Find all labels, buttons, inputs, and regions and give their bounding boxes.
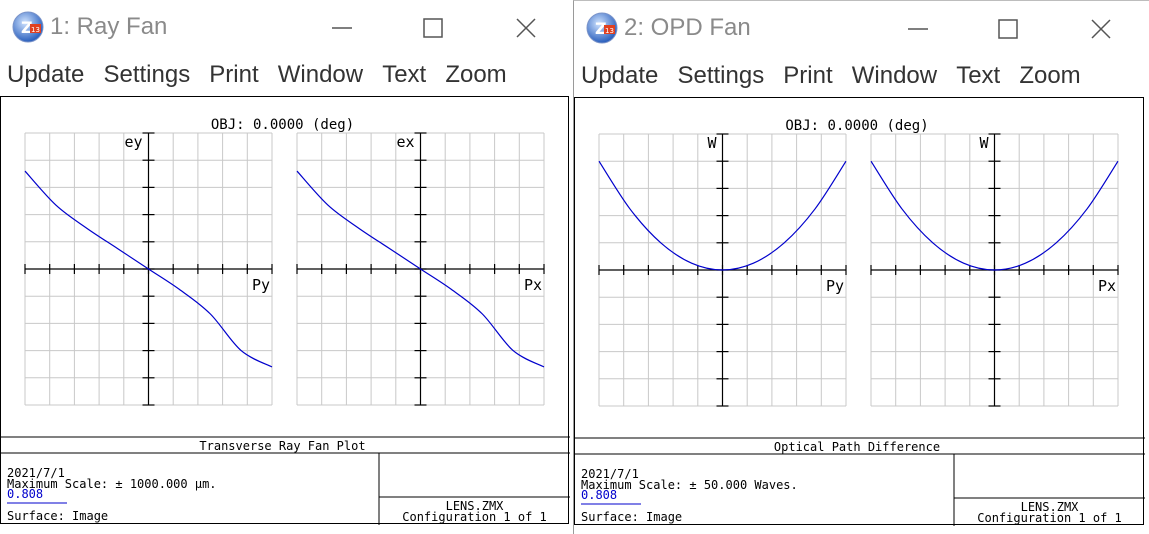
menu-zoom[interactable]: Zoom [1019,62,1081,89]
svg-text:Z: Z [21,18,33,37]
menu-update[interactable]: Update [7,61,85,88]
plot-area: OBJ: 0.0000 (deg) ey Py ex Px Transverse Ray … [0,96,570,525]
right-fan-panel: W Px [870,133,1119,407]
fan-curve [870,160,1119,271]
x-axis-label: Px [524,276,542,294]
menu-settings[interactable]: Settings [677,62,765,89]
max-scale: Maximum Scale: ± 1000.000 μm. [7,477,217,491]
surface-label: Surface: Image [7,509,108,523]
svg-text:13: 13 [31,26,40,34]
x-axis-label: Py [826,277,844,295]
window-title: 1: Ray Fan [50,13,168,40]
fan-plot-svg: OBJ: 0.0000 (deg) ey Py ex Px Transverse Ray … [1,117,570,525]
configuration: Configuration 1 of 1 [977,511,1122,525]
title-bar[interactable]: Z 13 2: OPD Fan [574,1,1149,57]
menu-window[interactable]: Window [851,62,938,89]
obj-label: OBJ: 0.0000 (deg) [211,117,354,133]
max-scale: Maximum Scale: ± 50.000 Waves. [581,478,798,492]
y-axis-label: ey [124,133,142,151]
menu-text[interactable]: Text [956,62,1001,89]
fan-curve [24,170,273,368]
fan-curve [296,170,545,368]
fan-plot-svg: OBJ: 0.0000 (deg) W Py W Px Optical Path Diff… [575,118,1145,526]
menu-print[interactable]: Print [783,62,833,89]
maximize-icon[interactable] [415,10,451,46]
window-title: 2: OPD Fan [624,14,751,41]
lens-file: LENS.ZMX [1021,500,1080,514]
x-axis-label: Py [252,276,270,294]
menu-text[interactable]: Text [382,61,427,88]
left-fan-panel: W Py [598,133,847,407]
left-fan-panel: ey Py [24,132,273,406]
close-icon[interactable] [508,10,544,46]
menu-zoom[interactable]: Zoom [445,61,507,88]
configuration: Configuration 1 of 1 [402,510,547,524]
fan-curve [598,160,847,271]
zemax-app-icon: Z 13 [586,12,618,44]
minimize-icon[interactable] [900,11,936,47]
svg-text:13: 13 [605,27,614,35]
plot-date: 2021/7/1 [581,467,639,481]
y-axis-label: ex [396,133,414,151]
close-icon[interactable] [1083,11,1119,47]
surface-label: Surface: Image [581,510,682,524]
wavelength: 0.808 [581,488,617,502]
y-axis-label: W [707,134,717,152]
menu-bar: Update Settings Print Window Text Zoom [574,59,1149,95]
title-bar[interactable]: Z 13 1: Ray Fan [0,0,571,56]
plot-title: Transverse Ray Fan Plot [199,439,365,453]
svg-text:Z: Z [595,19,607,38]
y-axis-label: W [979,134,989,152]
zemax-app-icon: Z 13 [12,11,44,43]
menu-settings[interactable]: Settings [103,61,191,88]
plot-title: Optical Path Difference [774,440,940,454]
menu-print[interactable]: Print [209,61,259,88]
menu-bar: Update Settings Print Window Text Zoom [0,58,571,94]
menu-update[interactable]: Update [581,62,659,89]
ray-fan-window: Z 13 1: Ray Fan Update Settings Print Wi… [0,0,571,534]
right-fan-panel: ex Px [296,132,545,406]
plot-date: 2021/7/1 [7,466,65,480]
plot-area: OBJ: 0.0000 (deg) W Py W Px Optical Path Diff… [574,97,1145,526]
lens-file: LENS.ZMX [446,499,505,513]
obj-label: OBJ: 0.0000 (deg) [785,118,928,134]
wavelength: 0.808 [7,487,43,501]
menu-window[interactable]: Window [277,61,364,88]
maximize-icon[interactable] [990,11,1026,47]
minimize-icon[interactable] [324,10,360,46]
opd-fan-window: Z 13 2: OPD Fan Update Settings Print Wi… [573,0,1149,534]
x-axis-label: Px [1098,277,1116,295]
